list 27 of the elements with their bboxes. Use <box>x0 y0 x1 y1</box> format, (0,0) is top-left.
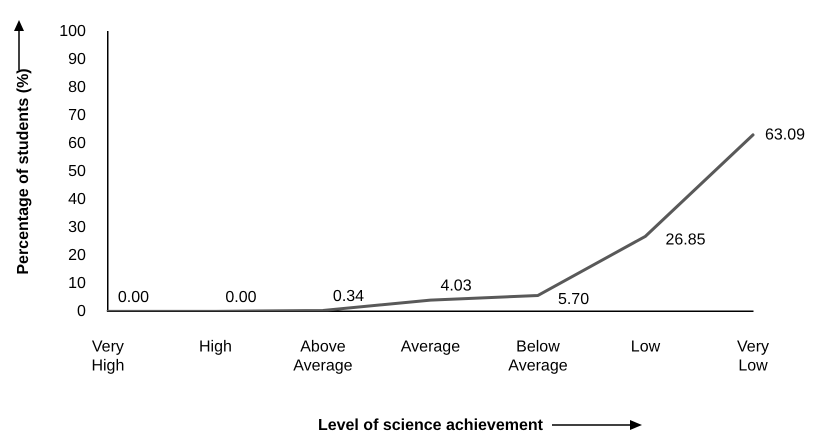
y-tick-label: 80 <box>68 78 86 96</box>
y-tick-label: 30 <box>68 218 86 236</box>
y-tick-label: 20 <box>68 246 86 264</box>
x-tick-label: Low <box>630 338 661 356</box>
data-label: 0.00 <box>118 288 150 306</box>
data-label: 5.70 <box>558 290 590 308</box>
data-label: 0.34 <box>332 288 364 305</box>
y-tick-label: 70 <box>68 106 86 124</box>
x-tick-label: Above Average <box>293 338 353 375</box>
data-label: 4.03 <box>440 278 472 295</box>
y-tick-label: 0 <box>76 302 86 320</box>
data-label: 0.00 <box>225 288 257 306</box>
y-tick-label: 100 <box>59 23 86 40</box>
y-tick-label: 50 <box>68 162 86 180</box>
y-tick-label: 60 <box>68 134 86 152</box>
x-axis-title: Level of science achievement <box>318 416 544 434</box>
x-tick-label: Below Average <box>508 338 568 375</box>
y-tick-label: 10 <box>68 274 86 292</box>
data-label: 63.09 <box>765 126 806 144</box>
x-tick-label: Very High <box>91 338 124 375</box>
y-axis-title: Percentage of students (%) <box>15 68 32 275</box>
x-tick-label: High <box>198 338 232 356</box>
x-tick-label: Average <box>400 338 460 356</box>
x-tick-label: Very Low <box>736 338 770 375</box>
y-tick-label: 40 <box>68 190 86 208</box>
data-label: 26.85 <box>665 232 706 249</box>
y-tick-label: 90 <box>68 50 86 68</box>
